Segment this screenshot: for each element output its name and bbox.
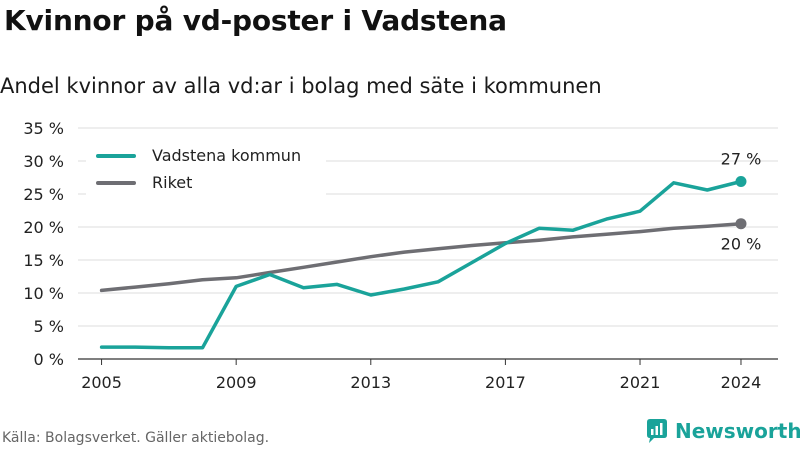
y-tick-label: 0 %	[34, 350, 64, 369]
legend-swatch-vadstena	[96, 153, 136, 158]
x-tick-label: 2024	[721, 373, 762, 392]
y-tick-label: 20 %	[23, 218, 64, 237]
y-tick-label: 10 %	[23, 284, 64, 303]
chart-legend: Vadstena kommun Riket	[86, 140, 326, 196]
y-tick-label: 30 %	[23, 152, 64, 171]
legend-item-riket: Riket	[96, 173, 192, 192]
x-tick-label: 2021	[620, 373, 661, 392]
x-tick-label: 2013	[350, 373, 391, 392]
end-label-riket: 20 %	[721, 235, 762, 254]
legend-item-vadstena: Vadstena kommun	[96, 146, 301, 165]
chart-title: Kvinnor på vd-poster i Vadstena	[4, 4, 507, 37]
series-line-vadstena	[99, 179, 743, 350]
legend-label-vadstena: Vadstena kommun	[152, 146, 302, 165]
source-note: Källa: Bolagsverket. Gäller aktiebolag.	[2, 430, 270, 446]
x-tick-label: 2017	[485, 373, 526, 392]
y-tick-label: 25 %	[23, 185, 64, 204]
end-point-riket	[735, 218, 747, 230]
series-line-riket	[99, 221, 743, 293]
brand-name: Newsworthy	[675, 419, 800, 443]
brand-logo[interactable]: Newsworthy	[645, 418, 800, 444]
end-label-vadstena: 27 %	[721, 149, 762, 168]
newsworthy-logo-icon	[647, 419, 667, 443]
legend-label-riket: Riket	[152, 173, 193, 192]
y-tick-label: 5 %	[34, 317, 64, 336]
y-tick-label: 15 %	[23, 251, 64, 270]
end-point-vadstena	[735, 175, 747, 187]
y-tick-label: 35 %	[23, 119, 64, 138]
x-tick-label: 2009	[216, 373, 257, 392]
chart-subtitle: Andel kvinnor av alla vd:ar i bolag med …	[0, 74, 602, 98]
legend-swatch-riket	[96, 180, 136, 185]
x-tick-label: 2005	[81, 373, 122, 392]
